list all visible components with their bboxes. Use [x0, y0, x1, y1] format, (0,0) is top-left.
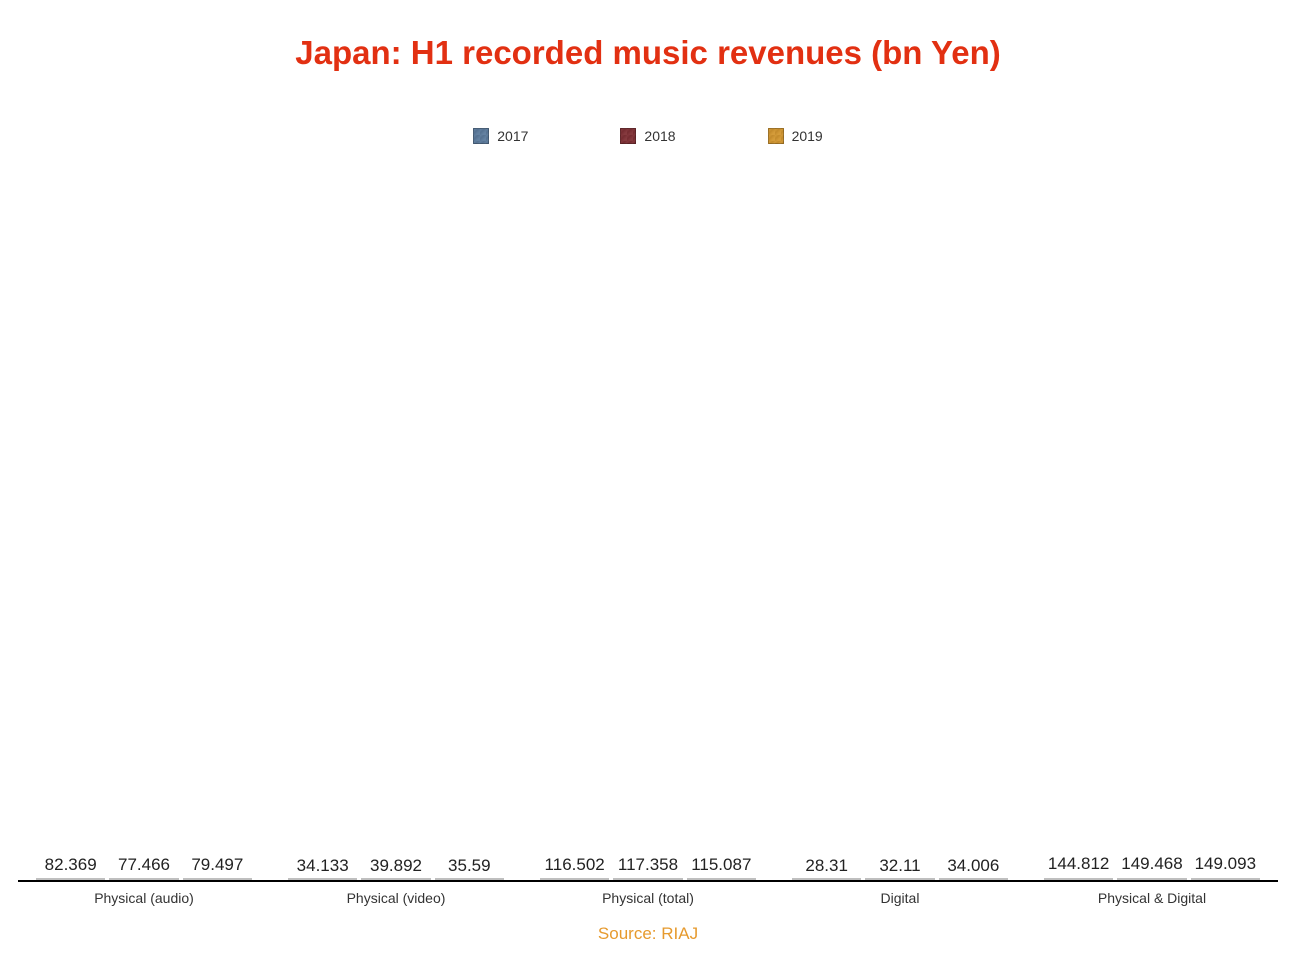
bar-wrap: 144.812	[1044, 878, 1113, 880]
bar-wrap: 149.093	[1191, 878, 1260, 880]
bar-value-label: 34.133	[281, 856, 364, 876]
bar-value-label: 149.468	[1110, 854, 1193, 874]
bar	[361, 878, 430, 880]
bar-wrap: 117.358	[613, 878, 682, 880]
bar-group: 82.369 77.466 79.497	[18, 878, 270, 880]
bar-wrap: 32.11	[865, 878, 934, 880]
bar-wrap: 149.468	[1117, 878, 1186, 880]
plot-area: 82.36977.46679.49734.13339.89235.59116.5…	[18, 185, 1278, 882]
bar	[288, 878, 357, 880]
bar-value-label: 79.497	[176, 855, 259, 875]
bar-group: 34.133 39.892 35.59	[270, 878, 522, 880]
source-text: Source: RIAJ	[0, 924, 1296, 944]
bar-value-label: 34.006	[932, 856, 1015, 876]
bar	[1117, 878, 1186, 880]
legend-item-2017: 2017	[473, 128, 528, 144]
bar-value-label: 144.812	[1037, 854, 1120, 874]
legend-item-2018: 2018	[620, 128, 675, 144]
bar	[1191, 878, 1260, 880]
bar-wrap: 77.466	[109, 878, 178, 880]
bar-value-label: 39.892	[354, 856, 437, 876]
bar-wrap: 115.087	[687, 878, 756, 880]
legend-swatch-2018	[620, 128, 636, 144]
legend-label: 2018	[644, 128, 675, 144]
bar-value-label: 82.369	[29, 855, 112, 875]
bar	[792, 878, 861, 880]
legend-swatch-2017	[473, 128, 489, 144]
bar-wrap: 28.31	[792, 878, 861, 880]
bar-value-label: 116.502	[533, 855, 616, 875]
bar	[36, 878, 105, 880]
category-label: Physical (video)	[270, 890, 522, 906]
bar-value-label: 117.358	[606, 855, 689, 875]
bar-value-label: 35.59	[428, 856, 511, 876]
legend: 2017 2018 2019	[0, 128, 1296, 144]
bar	[109, 878, 178, 880]
bar-wrap: 116.502	[540, 878, 609, 880]
bar-wrap: 34.006	[939, 878, 1008, 880]
bar-value-label: 32.11	[858, 856, 941, 876]
bar	[1044, 878, 1113, 880]
bar-value-label: 149.093	[1184, 854, 1267, 874]
legend-label: 2019	[792, 128, 823, 144]
bar	[540, 878, 609, 880]
legend-label: 2017	[497, 128, 528, 144]
legend-swatch-2019	[768, 128, 784, 144]
legend-item-2019: 2019	[768, 128, 823, 144]
chart-title: Japan: H1 recorded music revenues (bn Ye…	[0, 0, 1296, 72]
category-label: Physical & Digital	[1026, 890, 1278, 906]
bar-group: 116.502 117.358 115.087	[522, 878, 774, 880]
bar-wrap: 35.59	[435, 878, 504, 880]
bar-group: 28.31 32.11 34.006	[774, 878, 1026, 880]
bar	[435, 878, 504, 880]
category-label: Physical (audio)	[18, 890, 270, 906]
bar	[613, 878, 682, 880]
bar-value-label: 77.466	[102, 855, 185, 875]
category-axis: Physical (audio)Physical (video)Physical…	[18, 890, 1278, 906]
bar	[183, 878, 252, 880]
bar-wrap: 39.892	[361, 878, 430, 880]
bar-value-label: 115.087	[680, 855, 763, 875]
bar	[939, 878, 1008, 880]
bar	[865, 878, 934, 880]
bar-group: 144.812 149.468 149.093	[1026, 878, 1278, 880]
category-label: Physical (total)	[522, 890, 774, 906]
bar-wrap: 34.133	[288, 878, 357, 880]
category-label: Digital	[774, 890, 1026, 906]
bar	[687, 878, 756, 880]
bar-value-label: 28.31	[785, 856, 868, 876]
bar-wrap: 79.497	[183, 878, 252, 880]
bar-wrap: 82.369	[36, 878, 105, 880]
